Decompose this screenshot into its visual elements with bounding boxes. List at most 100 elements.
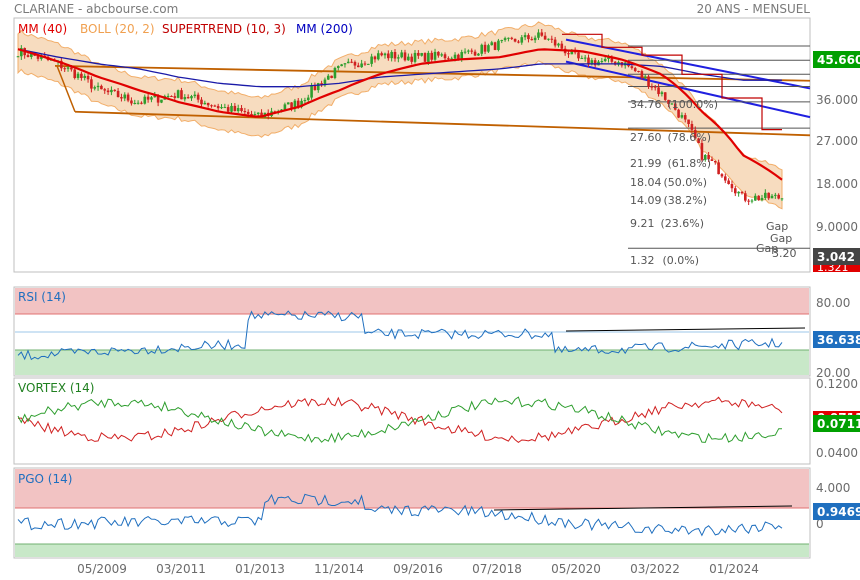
candle-body	[36, 55, 40, 59]
candle-body	[343, 63, 347, 65]
candle-body	[316, 83, 320, 91]
candle-body	[373, 56, 377, 60]
badge-high-text: 45.660	[817, 53, 860, 67]
badge-high	[813, 51, 860, 68]
legend-mm40: MM (40)	[18, 22, 67, 36]
candle-body	[80, 73, 83, 79]
candle-body	[323, 79, 327, 86]
vortex-plus-line	[17, 396, 783, 444]
badge-last	[813, 248, 860, 265]
candle-body	[70, 67, 73, 70]
candle-body	[60, 60, 63, 69]
candle-body	[377, 53, 380, 60]
candle-body	[113, 89, 117, 91]
candle-body	[123, 94, 127, 99]
x-tick-9: 01/2024	[709, 562, 759, 576]
candle-body	[463, 51, 467, 53]
gap-label-3: Gap	[756, 242, 778, 255]
rsi-line	[17, 310, 783, 361]
candle-body	[170, 95, 173, 97]
candle-body	[637, 71, 640, 73]
x-tick-1: 05/2009	[77, 562, 127, 576]
supertrend-line	[562, 33, 782, 131]
candle-body	[393, 52, 397, 59]
gap-label-2: Gap	[770, 232, 792, 245]
candle-body	[510, 37, 514, 39]
candle-body	[543, 35, 547, 40]
candle-body	[143, 96, 147, 104]
candle-body	[530, 39, 534, 41]
candle-body	[286, 102, 290, 105]
candle-body	[246, 111, 250, 114]
vortex-badge-green	[813, 415, 860, 432]
candle-body	[283, 104, 287, 110]
candle-body	[430, 52, 433, 60]
candle-body	[360, 63, 363, 68]
pgo-trendline	[493, 505, 793, 511]
candle-body	[447, 58, 450, 60]
candle-body	[100, 85, 103, 90]
candle-body	[687, 119, 690, 125]
candle-body	[663, 92, 667, 100]
candle-body	[193, 94, 197, 97]
candle-body	[450, 58, 454, 60]
vortex-minus-line	[17, 396, 783, 444]
candle-body	[196, 94, 200, 100]
candle-body	[547, 38, 550, 40]
candle-body	[310, 85, 313, 98]
candle-body	[407, 56, 410, 61]
candle-body	[633, 68, 637, 72]
pgo-line	[17, 493, 783, 537]
candle-body	[750, 200, 754, 202]
candle-body	[500, 40, 504, 42]
x-tick-5: 09/2016	[393, 562, 443, 576]
candle-body	[770, 195, 774, 199]
candle-body	[440, 54, 444, 56]
candle-body	[230, 105, 233, 112]
candle-body	[420, 53, 423, 56]
candle-body	[540, 32, 544, 36]
fib-236: 9.21 (23.6%)	[630, 217, 704, 230]
candle-body	[460, 52, 464, 60]
pgo-upper-zone	[15, 469, 809, 508]
x-tick-7: 05/2020	[551, 562, 601, 576]
candle-body	[673, 103, 677, 110]
candle-body	[253, 114, 257, 116]
candle-body	[433, 51, 437, 60]
value-label-320: 3.20	[772, 247, 797, 260]
candle-body	[590, 60, 594, 65]
candle-body	[86, 75, 90, 80]
candle-body	[693, 129, 697, 139]
candle-body	[493, 42, 497, 50]
candle-body	[213, 105, 217, 107]
mm200-line	[17, 48, 782, 88]
candle-body	[397, 57, 400, 59]
candle-body	[400, 52, 403, 58]
vortex-plot	[17, 396, 783, 444]
candle-body	[340, 64, 343, 67]
candle-body	[330, 75, 333, 78]
candle-body	[700, 143, 704, 160]
candle-body	[120, 97, 123, 99]
candle-body	[533, 37, 537, 41]
candle-body	[487, 45, 490, 52]
candle-body	[103, 89, 107, 91]
x-tick-8: 03/2022	[630, 562, 680, 576]
rsi-trendline	[565, 327, 806, 332]
candle-body	[470, 50, 474, 52]
candle-body	[650, 86, 654, 88]
candle-body	[173, 96, 177, 98]
vortex-title: VORTEX (14)	[18, 381, 95, 395]
x-axis: 05/2009 03/2011 01/2013 11/2014 09/2016 …	[77, 562, 759, 576]
candle-body	[713, 160, 717, 163]
candle-body	[403, 52, 407, 61]
candle-body	[243, 111, 247, 113]
candle-body	[553, 39, 557, 46]
candle-body	[774, 194, 777, 196]
candle-body	[116, 90, 120, 98]
candle-body	[20, 48, 23, 57]
x-tick-2: 03/2011	[156, 562, 206, 576]
candle-body	[306, 97, 310, 101]
candle-body	[754, 195, 757, 201]
y-tick-27: 27.000	[816, 134, 858, 148]
